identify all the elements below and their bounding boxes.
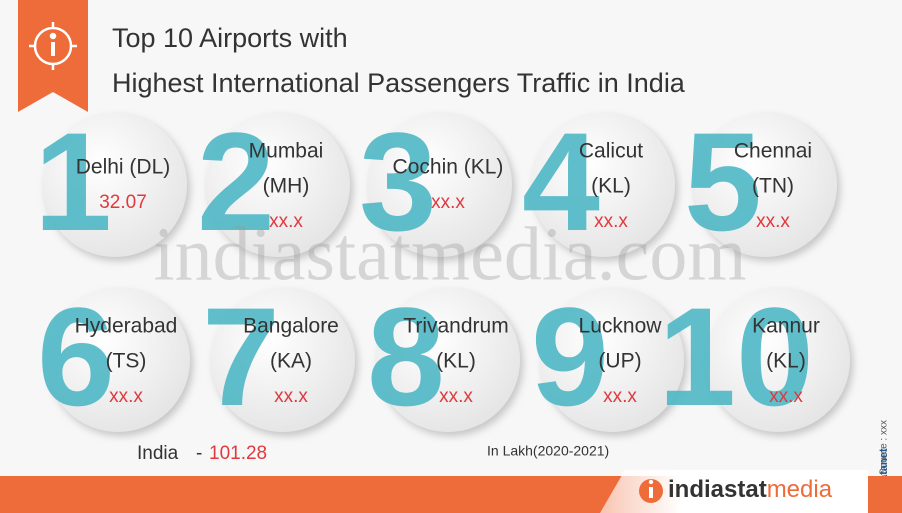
total-value: 101.28 xyxy=(209,443,267,464)
airport-value: xx.x xyxy=(769,386,803,407)
title-line: Top 10 Airports with xyxy=(112,23,348,53)
unit-note: In Lakh(2020-2021) xyxy=(487,443,609,459)
rank-number: 5 xyxy=(684,103,762,260)
airport-name: (KL) xyxy=(436,350,476,373)
airport-name: (KA) xyxy=(270,350,312,373)
watermark: indiastatmedia.com xyxy=(153,212,746,296)
cell-circle xyxy=(46,288,190,432)
rank-number: 7 xyxy=(202,278,280,435)
rank-number: 3 xyxy=(359,103,437,260)
airport-value: xx.x xyxy=(269,211,303,232)
airport-name: Chennai xyxy=(734,140,812,163)
airport-name: Calicut xyxy=(579,140,643,163)
airport-name: Kannur xyxy=(752,315,820,338)
cell-circle xyxy=(693,113,837,257)
info-icon xyxy=(29,22,77,70)
airport-name: Bangalore xyxy=(243,315,339,338)
airport-value: xx.x xyxy=(431,192,465,213)
airport-name: Cochin (KL) xyxy=(393,156,504,179)
airport-name: (TS) xyxy=(106,350,147,373)
rank-number: 8 xyxy=(367,278,445,435)
title-line: Highest International Passengers Traffic… xyxy=(112,68,686,98)
source: Source : xxx xyxy=(879,420,890,475)
cell-circle xyxy=(43,113,187,257)
rank-number: 1 xyxy=(34,103,112,260)
cell-circle xyxy=(706,288,850,432)
airport-name: (KL) xyxy=(766,350,806,373)
rank-number: 10 xyxy=(658,278,814,435)
airport-name: Trivandrum xyxy=(403,315,508,338)
airport-name: Lucknow xyxy=(579,315,663,338)
airport-value: xx.x xyxy=(109,386,143,407)
airport-name: (UP) xyxy=(598,350,641,373)
airport-name: Delhi (DL) xyxy=(76,156,171,179)
total-separator: - xyxy=(196,443,202,464)
cell-circle xyxy=(540,288,684,432)
airport-value: xx.x xyxy=(274,386,308,407)
airport-name: Mumbai xyxy=(249,140,324,163)
rank-number: 4 xyxy=(522,103,600,260)
cell-circle xyxy=(211,288,355,432)
rank-number: 9 xyxy=(531,278,609,435)
total-label: India xyxy=(137,443,179,464)
airport-name: (MH) xyxy=(263,175,310,198)
airport-value: xx.x xyxy=(439,386,473,407)
footer-panel xyxy=(600,470,868,513)
airport-value: 32.07 xyxy=(99,192,147,213)
rank-number: 2 xyxy=(197,103,275,260)
cell-circle xyxy=(368,113,512,257)
logo: indiastatmedia xyxy=(668,476,833,503)
cell-circle xyxy=(206,113,350,257)
rank-number: 6 xyxy=(37,278,115,435)
logo-part: media xyxy=(767,476,833,503)
airport-name: (KL) xyxy=(591,175,631,198)
airport-value: xx.x xyxy=(756,211,790,232)
cell-circle xyxy=(531,113,675,257)
airport-name: Hyderabad xyxy=(75,315,178,338)
airport-name: (TN) xyxy=(752,175,794,198)
airport-value: xx.x xyxy=(594,211,628,232)
logo-icon-bar xyxy=(649,487,653,498)
logo-part: indiastat xyxy=(668,476,767,503)
cell-circle xyxy=(376,288,520,432)
airport-value: xx.x xyxy=(603,386,637,407)
logo-icon-dot xyxy=(648,479,654,485)
